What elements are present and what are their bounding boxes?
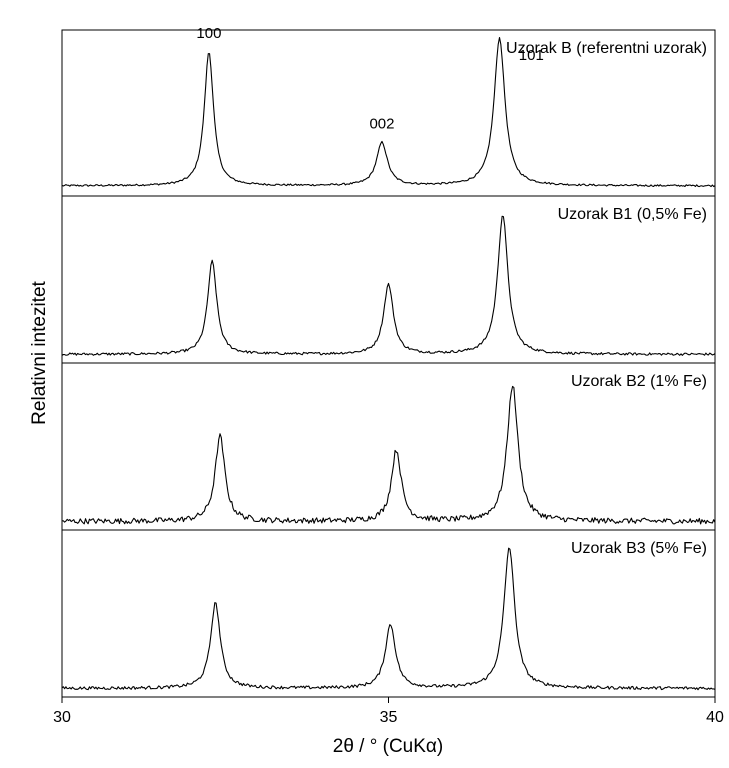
panel-label: Uzorak B2 (1% Fe): [571, 373, 707, 390]
series-line-panel-1: [61, 215, 716, 356]
peak-label-100: 100: [196, 25, 221, 42]
x-tick-label: 40: [706, 709, 724, 726]
x-tick-label: 30: [53, 709, 71, 726]
panel-2: Uzorak B2 (1% Fe): [61, 362, 716, 531]
panel-label: Uzorak B (referentni uzorak): [506, 40, 707, 57]
panel-label: Uzorak B3 (5% Fe): [571, 540, 707, 557]
series-line-panel-2: [61, 385, 716, 525]
panel-3: Uzorak B3 (5% Fe): [61, 529, 716, 698]
series-line-panel-3: [61, 547, 716, 691]
panel-0: Uzorak B (referentni uzorak) 100 002 101: [61, 25, 716, 197]
series-line-panel-0: [61, 36, 716, 188]
panels-layer: Uzorak B (referentni uzorak)100002101Uzo…: [61, 25, 716, 698]
panel-label: Uzorak B1 (0,5% Fe): [558, 206, 707, 223]
x-axis-label: 2θ / ° (CuKα): [333, 736, 443, 757]
panel-1: Uzorak B1 (0,5% Fe): [61, 195, 716, 364]
peak-label-002: 002: [369, 116, 394, 133]
x-axis: 30 35 40: [53, 697, 724, 726]
peak-label-101: 101: [519, 47, 544, 64]
y-axis-label: Relativni intezitet: [29, 280, 50, 424]
x-tick-label: 35: [380, 709, 398, 726]
